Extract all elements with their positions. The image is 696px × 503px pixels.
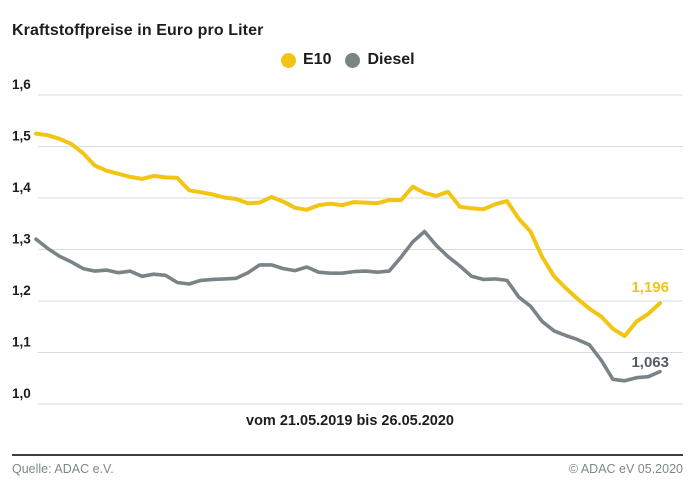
- y-tick-label: 1,4: [12, 180, 31, 195]
- diesel-final-value-label: 1,063: [631, 354, 669, 371]
- y-tick-label: 1,1: [12, 335, 31, 350]
- e10-dot-icon: [281, 52, 296, 68]
- legend-label-e10: E10: [303, 51, 332, 68]
- diesel-price-line: [34, 229, 662, 383]
- e10-final-value-label: 1,196: [631, 279, 669, 296]
- gridlines: 1,6 1,5 1,4 1,3 1,2 1,1 1,0: [12, 77, 683, 405]
- source-credit: Quelle: ADAC e.V.: [12, 462, 114, 476]
- footer-divider: [12, 454, 683, 456]
- chart-legend: E10 Diesel: [281, 51, 415, 69]
- y-tick-label: 1,2: [12, 283, 31, 298]
- legend-item-diesel: Diesel: [345, 51, 415, 69]
- x-axis-label: vom 21.05.2019 bis 26.05.2020: [246, 413, 454, 429]
- diesel-dot-icon: [345, 52, 361, 68]
- y-tick-label: 1,6: [12, 77, 31, 92]
- legend-item-e10: E10: [281, 51, 331, 69]
- copyright-notice: © ADAC eV 05.2020: [568, 462, 683, 476]
- y-tick-label: 1,3: [12, 232, 31, 247]
- e10-price-line: [34, 131, 662, 338]
- legend-label-diesel: Diesel: [367, 51, 415, 68]
- page-title: Kraftstoffpreise in Euro pro Liter: [12, 22, 264, 39]
- y-tick-label: 1,0: [12, 386, 31, 401]
- y-tick-label: 1,5: [12, 129, 31, 144]
